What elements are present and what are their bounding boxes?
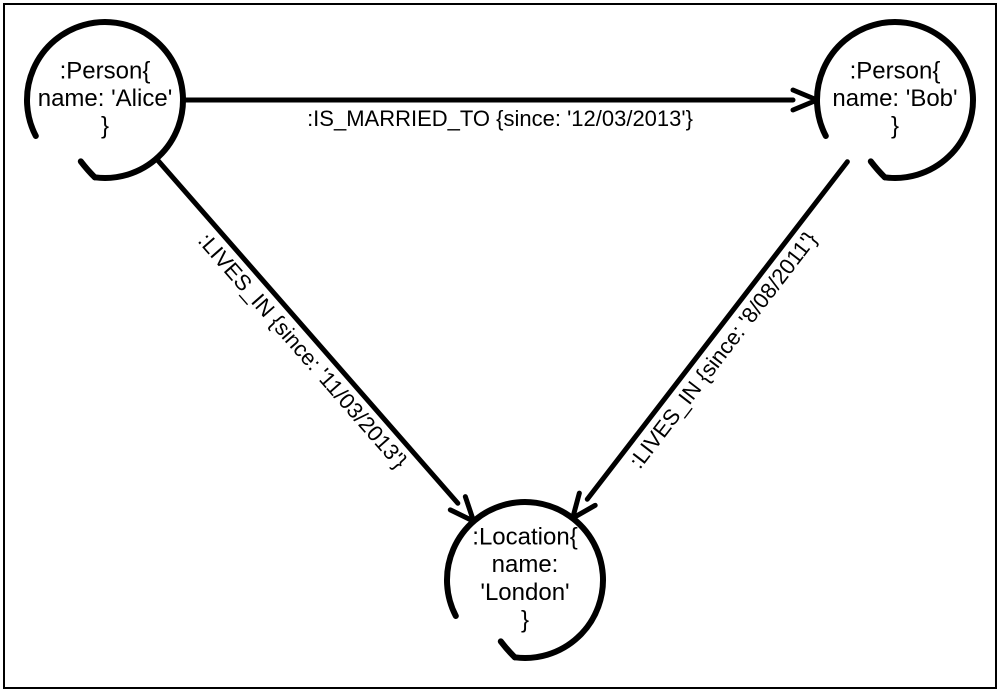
node-alice: :Person{name: 'Alice'} (27, 22, 183, 178)
edge-label-married: :IS_MARRIED_TO {since: '12/03/2013'} (307, 106, 693, 131)
node-london: :Location{name:'London'} (447, 502, 603, 658)
edge-married: :IS_MARRIED_TO {since: '12/03/2013'} (183, 90, 817, 131)
edge-label-alice_lives: :LIVES_IN {since: '11/03/2013'} (193, 228, 412, 473)
edge-bob_lives: :LIVES_IN {since: '8/08/2011'} (573, 162, 848, 518)
edge-alice_lives: :LIVES_IN {since: '11/03/2013'} (156, 159, 473, 522)
edge-label-bob_lives: :LIVES_IN {since: '8/08/2011'} (624, 227, 822, 473)
node-bob: :Person{name: 'Bob'} (817, 22, 973, 178)
graph-diagram: :IS_MARRIED_TO {since: '12/03/2013'} :LIV… (0, 0, 1000, 692)
